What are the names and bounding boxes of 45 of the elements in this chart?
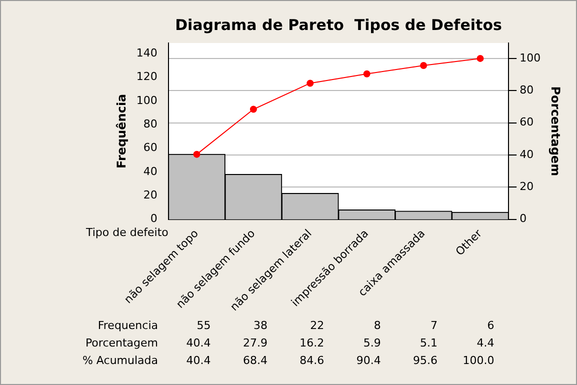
text: 5.9 bbox=[363, 336, 381, 350]
text: 16.2 bbox=[300, 336, 324, 350]
data-label: 40.4 bbox=[186, 354, 211, 367]
y-tick-label: 60 bbox=[143, 141, 158, 154]
y-axis-title: Frequência bbox=[114, 94, 128, 168]
point bbox=[420, 62, 428, 70]
data-label: 55 bbox=[196, 318, 211, 332]
text: Frequencia bbox=[98, 318, 158, 332]
y-tick-label: 100 bbox=[136, 94, 158, 107]
chart-title: Diagrama de Pareto Tipos de Defeitos bbox=[175, 16, 502, 34]
y2-tick-label: 20 bbox=[520, 180, 534, 193]
point bbox=[363, 70, 370, 78]
text: 27.9 bbox=[242, 336, 268, 350]
y-tick-label: 80 bbox=[143, 118, 158, 131]
x-axis-title: Tipo de defeito bbox=[85, 226, 169, 240]
point bbox=[193, 150, 200, 158]
data-label: 8 bbox=[374, 318, 381, 332]
text: 5.1 bbox=[420, 336, 438, 350]
text: 4.4 bbox=[476, 336, 494, 350]
text: Porcentagem bbox=[85, 336, 158, 350]
y2-tick-label: 40 bbox=[520, 148, 534, 161]
text: 40.4 bbox=[186, 336, 211, 350]
y2-tick-label: 60 bbox=[520, 116, 534, 129]
y2-tick-label: 0 bbox=[520, 212, 527, 226]
y2-tick-label: 80 bbox=[520, 83, 534, 96]
point bbox=[306, 80, 314, 87]
data-label: 22 bbox=[310, 318, 324, 332]
data-label: 100.0 bbox=[462, 354, 494, 367]
y-tick-label: 40 bbox=[143, 164, 158, 178]
text: % Acumulada bbox=[82, 354, 158, 367]
y-tick-label: 20 bbox=[143, 188, 158, 202]
y-tick-label: 0 bbox=[150, 212, 158, 226]
y2-axis-title: Porcentagem bbox=[548, 86, 563, 176]
data-label: 84.6 bbox=[300, 354, 324, 367]
point bbox=[250, 106, 257, 113]
data-label: 7 bbox=[430, 318, 438, 332]
data-label: 68.4 bbox=[242, 354, 268, 367]
data-label: 95.6 bbox=[413, 354, 438, 367]
data-label: 38 bbox=[253, 318, 268, 332]
y-tick-label: 120 bbox=[136, 70, 158, 84]
data-label: 6 bbox=[487, 318, 494, 332]
y2-tick-label: 100 bbox=[520, 51, 541, 64]
y-tick-label: 140 bbox=[136, 46, 158, 60]
data-label: 90.4 bbox=[356, 354, 381, 367]
point bbox=[476, 54, 484, 62]
